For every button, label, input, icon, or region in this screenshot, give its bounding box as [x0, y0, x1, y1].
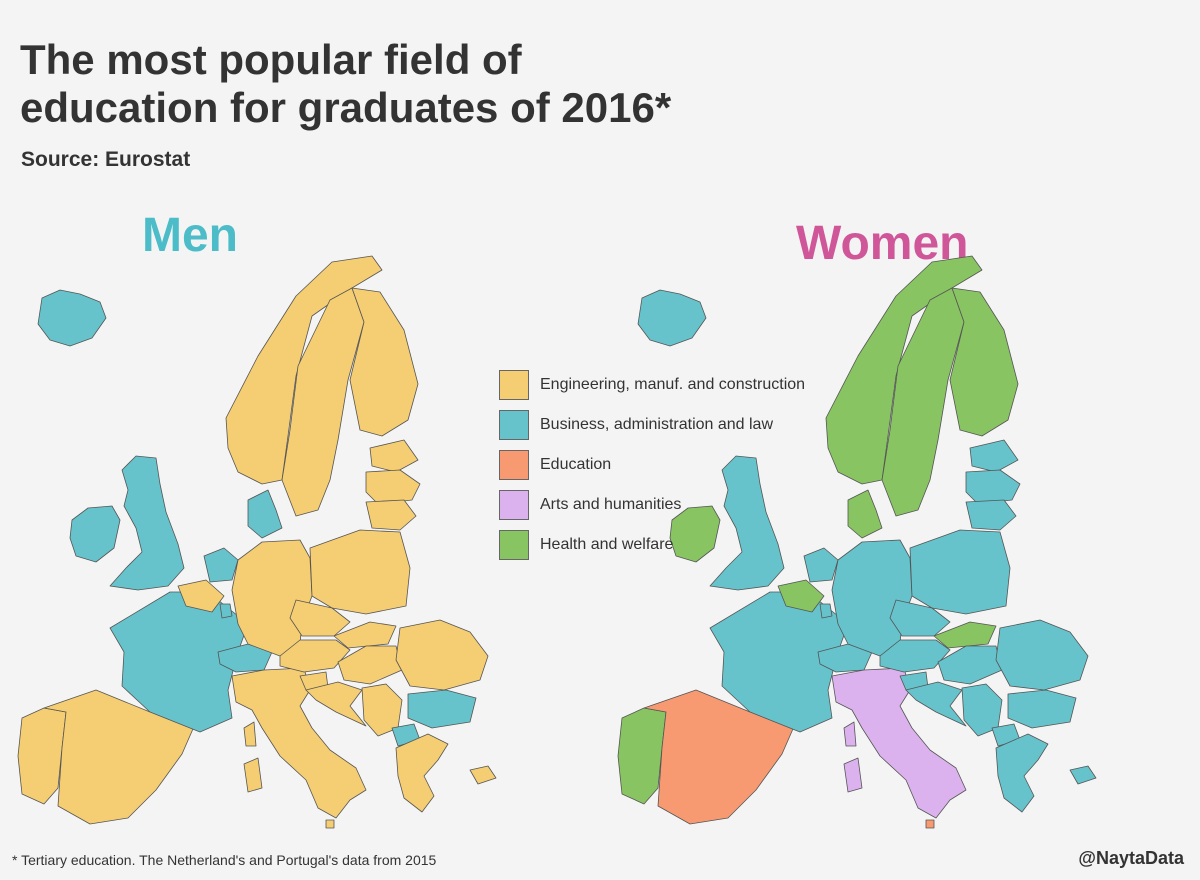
women-country-belgium: [777, 579, 825, 613]
men-country-iceland: [37, 289, 107, 347]
men-country-belgium: [177, 579, 225, 613]
legend-swatch-arts: [499, 490, 529, 520]
men-country-romania: [395, 619, 489, 691]
men-country-netherlands: [203, 547, 239, 583]
men-country-slovakia: [333, 621, 397, 649]
women-country-latvia: [965, 469, 1021, 505]
women-country-estonia: [969, 439, 1019, 473]
men-country-greece: [395, 733, 449, 813]
women-country-norway: [825, 255, 983, 485]
women-country-netherlands: [803, 547, 839, 583]
men-country-denmark: [247, 489, 283, 539]
legend-swatch-business: [499, 410, 529, 440]
women-map: [617, 255, 1097, 829]
legend-item-business: Business, administration and law: [499, 408, 859, 448]
men-country-austria: [279, 639, 351, 673]
men-country-finland: [349, 287, 419, 437]
legend-item-engineering: Engineering, manuf. and construction: [499, 368, 859, 408]
women-country-malta: [925, 819, 935, 829]
men-country-lithuania: [365, 499, 417, 531]
men-map: [17, 255, 497, 829]
women-country-lithuania: [965, 499, 1017, 531]
men-country-spain: [43, 689, 197, 825]
women-country-corsica-sardinia: [843, 721, 863, 793]
women-country-iceland: [637, 289, 707, 347]
legend-label-business: Business, administration and law: [540, 416, 774, 433]
women-country-romania: [995, 619, 1089, 691]
legend-label-arts: Arts and humanities: [540, 496, 682, 513]
women-country-croatia: [905, 681, 967, 727]
women-country-slovakia: [933, 621, 997, 649]
men-country-croatia: [305, 681, 367, 727]
women-country-bulgaria: [1007, 689, 1077, 729]
legend-swatch-engineering: [499, 370, 529, 400]
men-map-title: Men: [142, 209, 238, 262]
men-country-latvia: [365, 469, 421, 505]
page-title: The most popular field of education for …: [20, 36, 672, 131]
men-country-norway: [225, 255, 383, 485]
women-country-ireland: [669, 505, 721, 563]
men-country-estonia: [369, 439, 419, 473]
women-country-cyprus: [1069, 765, 1097, 785]
legend-item-education: Education: [499, 448, 859, 488]
men-country-corsica-sardinia: [243, 721, 263, 793]
women-country-austria: [879, 639, 951, 673]
legend: Engineering, manuf. and construction Busi…: [499, 368, 859, 568]
footnote: * Tertiary education. The Netherland's a…: [12, 852, 437, 868]
men-country-sweden: [281, 287, 365, 517]
women-country-greece: [995, 733, 1049, 813]
women-country-luxembourg: [819, 603, 833, 619]
legend-item-health: Health and welfare: [499, 528, 859, 568]
men-country-ireland: [69, 505, 121, 563]
women-country-sweden: [881, 287, 965, 517]
men-country-bulgaria: [407, 689, 477, 729]
men-country-germany: [231, 539, 313, 657]
legend-item-arts: Arts and humanities: [499, 488, 859, 528]
legend-swatch-education: [499, 450, 529, 480]
legend-label-education: Education: [540, 456, 612, 473]
women-country-denmark: [847, 489, 883, 539]
credit-label: @NaytaData: [1078, 848, 1184, 868]
men-country-uk: [109, 455, 185, 591]
source-label: Source: Eurostat: [21, 148, 191, 171]
men-country-cyprus: [469, 765, 497, 785]
women-country-poland: [909, 529, 1011, 615]
legend-label-engineering: Engineering, manuf. and construction: [540, 376, 806, 393]
legend-swatch-health: [499, 530, 529, 560]
men-country-malta: [325, 819, 335, 829]
women-country-uk: [709, 455, 785, 591]
men-country-luxembourg: [219, 603, 233, 619]
women-country-spain: [643, 689, 797, 825]
men-country-poland: [309, 529, 411, 615]
women-country-finland: [949, 287, 1019, 437]
legend-label-health: Health and welfare: [540, 536, 674, 553]
